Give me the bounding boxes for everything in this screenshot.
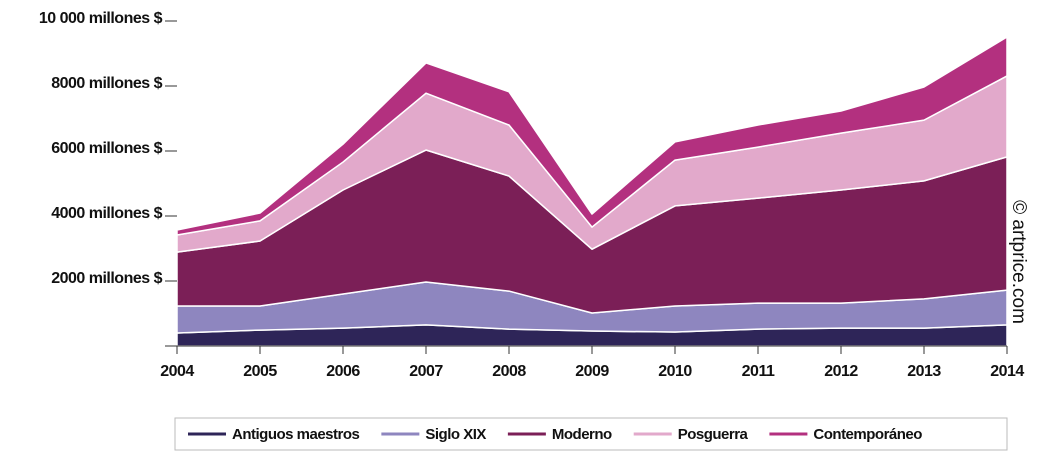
x-tick-label: 2008: [492, 363, 526, 380]
y-tick-label: 2000 millones $: [51, 270, 162, 287]
legend-label: Antiguos maestros: [232, 426, 360, 443]
legend-label: Siglo XIX: [425, 426, 486, 443]
y-tick-label: 6000 millones $: [51, 140, 162, 157]
x-tick-label: 2014: [990, 363, 1024, 380]
y-tick-label: 4000 millones $: [51, 205, 162, 222]
x-tick-label: 2012: [824, 363, 858, 380]
x-tick-label: 2005: [243, 363, 277, 380]
y-tick-label: 8000 millones $: [51, 75, 162, 92]
area: [176, 36, 1008, 236]
x-tick-label: 2006: [326, 363, 360, 380]
x-tick-label: 2007: [409, 363, 443, 380]
x-tick-label: 2009: [575, 363, 609, 380]
x-tick-label: 2010: [658, 363, 692, 380]
watermark: © artprice.com: [1008, 200, 1029, 324]
x-tick-label: 2011: [742, 363, 775, 380]
legend-label: Moderno: [552, 426, 612, 443]
x-tick-label: 2004: [160, 363, 194, 380]
legend-label: Contemporáneo: [813, 426, 922, 443]
legend-label: Posguerra: [678, 426, 749, 443]
y-tick-label: 10 000 millones $: [39, 10, 163, 27]
x-tick-label: 2013: [907, 363, 941, 380]
legend-box: [174, 417, 1008, 451]
